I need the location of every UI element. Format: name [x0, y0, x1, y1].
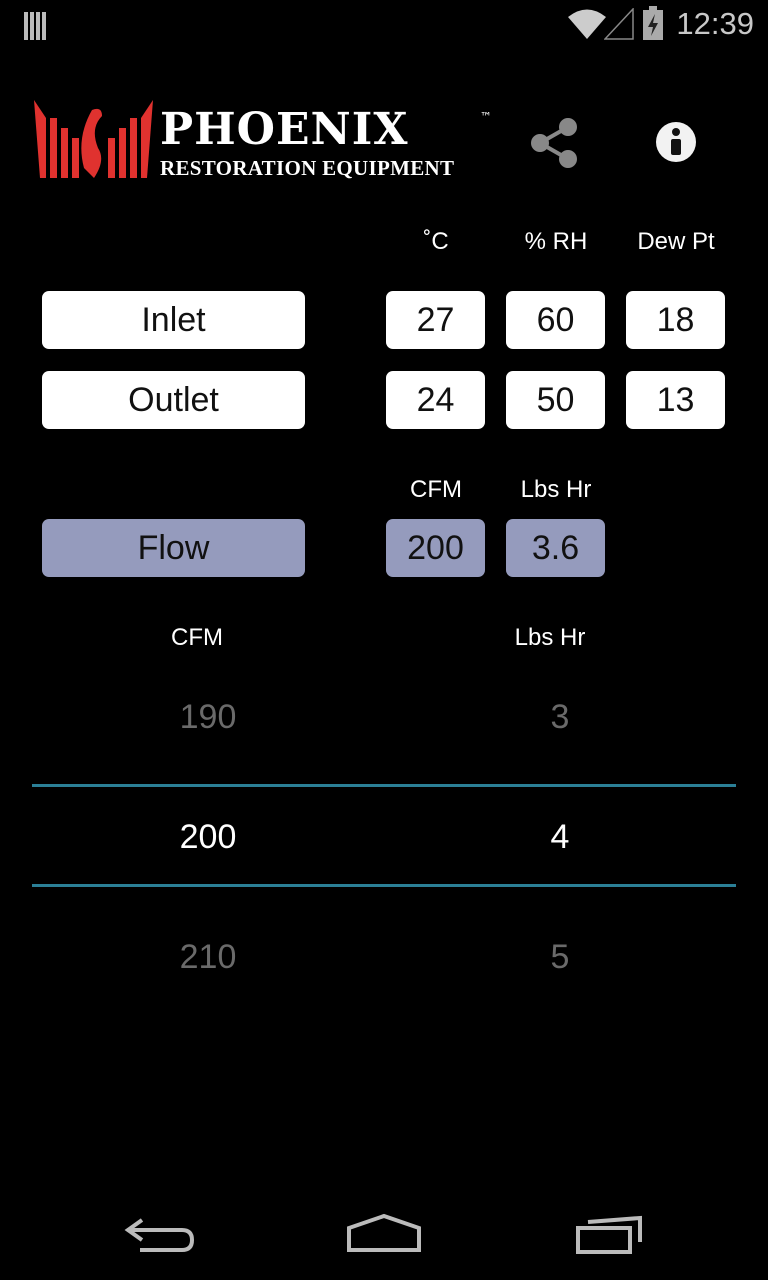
- picker-divider-top: [32, 784, 736, 787]
- flow-lbs-header: Lbs Hr: [520, 476, 592, 503]
- inlet-dew-field[interactable]: 18: [626, 291, 725, 349]
- flow-cfm-header: CFM: [410, 476, 462, 503]
- flow-cfm-field[interactable]: 200: [386, 519, 485, 577]
- logo-tm: ™: [480, 110, 492, 124]
- flow-lbs-field[interactable]: 3.6: [506, 519, 605, 577]
- signal-icon: [603, 7, 634, 44]
- cfm-picker-selected[interactable]: 200: [179, 818, 237, 856]
- logo-subtitle: RESTORATION EQUIPMENT: [160, 156, 455, 180]
- outlet-rh-field[interactable]: 50: [506, 371, 605, 429]
- cfm-picker-item[interactable]: 190: [179, 698, 237, 736]
- picker-cfm-header: CFM: [171, 624, 223, 651]
- logo-title: PHOENIX: [160, 104, 409, 155]
- lbs-picker-item[interactable]: 3: [550, 698, 570, 736]
- header-rh: % RH: [524, 228, 588, 255]
- inlet-temp-field[interactable]: 27: [386, 291, 485, 349]
- lbs-picker-selected[interactable]: 4: [550, 818, 570, 856]
- outlet-button[interactable]: Outlet: [42, 371, 305, 429]
- info-icon[interactable]: [655, 121, 697, 167]
- inlet-button[interactable]: Inlet: [42, 291, 305, 349]
- cfm-picker-item[interactable]: 210: [179, 938, 237, 976]
- battery-charging-icon: [642, 6, 664, 44]
- home-icon[interactable]: [346, 1212, 422, 1258]
- inlet-rh-field[interactable]: 60: [506, 291, 605, 349]
- outlet-dew-field[interactable]: 13: [626, 371, 725, 429]
- lbs-picker-item[interactable]: 5: [550, 938, 570, 976]
- back-icon[interactable]: [124, 1214, 196, 1260]
- picker-lbs-header: Lbs Hr: [514, 624, 586, 651]
- phoenix-logo: PHOENIX ™ RESTORATION EQUIPMENT: [32, 98, 497, 184]
- recents-icon[interactable]: [574, 1214, 646, 1260]
- flow-button[interactable]: Flow: [42, 519, 305, 577]
- header-temp: ˚C: [423, 228, 449, 255]
- share-icon[interactable]: [530, 118, 578, 172]
- status-time: 12:39: [676, 6, 754, 41]
- outlet-temp-field[interactable]: 24: [386, 371, 485, 429]
- notification-icon: [24, 12, 48, 44]
- picker-divider-bottom: [32, 884, 736, 887]
- header-dew: Dew Pt: [637, 228, 715, 255]
- wifi-icon: [568, 8, 606, 44]
